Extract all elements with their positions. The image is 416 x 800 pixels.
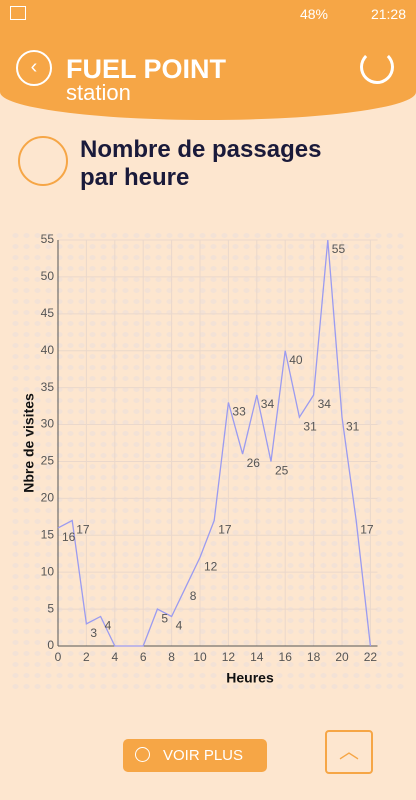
data-label: 55 <box>332 242 346 256</box>
y-tick-label: 35 <box>41 380 55 394</box>
data-label: 31 <box>303 419 317 433</box>
x-tick-label: 6 <box>140 650 147 664</box>
x-tick-label: 10 <box>193 650 207 664</box>
data-label: 40 <box>289 353 303 367</box>
y-tick-label: 25 <box>41 454 55 468</box>
plus-icon <box>135 747 150 762</box>
x-tick-label: 22 <box>364 650 378 664</box>
data-line <box>57 239 372 647</box>
data-label: 34 <box>318 397 332 411</box>
y-tick-label: 10 <box>41 564 55 578</box>
brand-subtitle: station <box>66 80 131 105</box>
header: ‹ FUEL POINT station <box>0 28 416 120</box>
x-tick-label: 4 <box>111 650 118 664</box>
x-tick-label: 12 <box>222 650 236 664</box>
data-label: 5 <box>161 611 168 625</box>
data-label: 31 <box>346 419 360 433</box>
data-label: 26 <box>247 456 261 470</box>
back-button[interactable]: ‹ <box>16 50 52 86</box>
x-tick-label: 16 <box>279 650 293 664</box>
y-tick-label: 50 <box>41 269 55 283</box>
data-label: 17 <box>360 523 374 537</box>
x-tick-label: 14 <box>250 650 264 664</box>
data-label: 4 <box>176 619 183 633</box>
data-label: 16 <box>62 530 76 544</box>
battery: 48% <box>299 6 328 22</box>
time: 21:28 <box>370 6 406 22</box>
status-bar: 48% 21:28 <box>0 0 416 28</box>
x-axis-label: Heures <box>226 670 274 686</box>
data-label: 12 <box>204 560 218 574</box>
y-tick-label: 20 <box>41 491 55 505</box>
y-tick-label: 55 <box>41 232 55 246</box>
x-tick-label: 18 <box>307 650 321 664</box>
data-label: 34 <box>261 397 275 411</box>
x-tick-label: 0 <box>55 650 62 664</box>
data-label: 17 <box>218 523 232 537</box>
refresh-button[interactable] <box>360 50 394 84</box>
data-label: 4 <box>105 619 112 633</box>
voir-plus-button[interactable]: VOIR PLUS <box>123 739 267 772</box>
data-label: 8 <box>190 589 197 603</box>
data-label: 17 <box>76 523 90 537</box>
y-tick-label: 30 <box>41 417 55 431</box>
y-tick-label: 45 <box>41 306 55 320</box>
icon <box>10 6 26 20</box>
x-tick-label: 2 <box>83 650 90 664</box>
brand: FUEL POINT <box>66 54 227 84</box>
data-label: 3 <box>90 626 97 640</box>
scroll-up-button[interactable]: ︿ <box>325 730 373 774</box>
y-tick-label: 5 <box>47 601 54 615</box>
y-tick-label: 40 <box>41 343 55 357</box>
y-tick-label: 15 <box>41 527 55 541</box>
y-tick-label: 0 <box>47 638 54 652</box>
section-icon <box>18 136 68 186</box>
y-axis-label: Nbre de visites <box>21 393 37 493</box>
x-tick-label: 8 <box>168 650 175 664</box>
section-title: Nombre de passages par heure <box>80 136 322 191</box>
button-label: VOIR PLUS <box>163 747 244 764</box>
data-label: 25 <box>275 464 289 478</box>
data-label: 33 <box>232 405 246 419</box>
x-tick-label: 20 <box>335 650 349 664</box>
